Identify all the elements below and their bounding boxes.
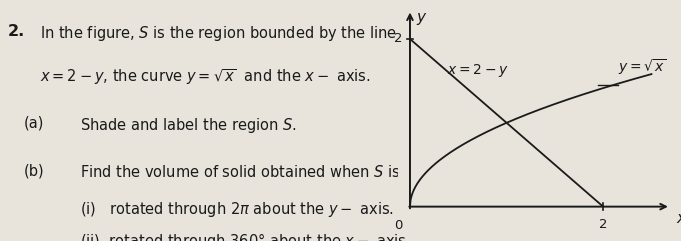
Text: $y$: $y$	[416, 11, 428, 27]
Text: $x$: $x$	[676, 211, 681, 226]
Text: (b): (b)	[24, 164, 44, 179]
Text: Find the volume of solid obtained when $S$ is: Find the volume of solid obtained when $…	[80, 164, 400, 180]
Text: In the figure, $S$ is the region bounded by the line: In the figure, $S$ is the region bounded…	[39, 24, 397, 43]
Text: (a): (a)	[24, 116, 44, 131]
Text: $x = 2-y$, the curve $y=\sqrt{x}$  and the $x-$ axis.: $x = 2-y$, the curve $y=\sqrt{x}$ and th…	[39, 67, 370, 87]
Text: Shade and label the region $S$.: Shade and label the region $S$.	[80, 116, 297, 135]
Text: 2: 2	[394, 33, 402, 46]
Text: 2.: 2.	[8, 24, 25, 39]
Text: 0: 0	[394, 219, 402, 232]
Text: 2: 2	[599, 218, 607, 231]
Text: $x=2-y$: $x=2-y$	[447, 62, 509, 79]
Text: (i)   rotated through $2\pi$ about the $y-$ axis.: (i) rotated through $2\pi$ about the $y-…	[80, 200, 394, 219]
Text: (ii)  rotated through $360°$ about the $x -$ axis.: (ii) rotated through $360°$ about the $x…	[80, 231, 411, 241]
Text: $y=\sqrt{x}$: $y=\sqrt{x}$	[618, 57, 666, 77]
